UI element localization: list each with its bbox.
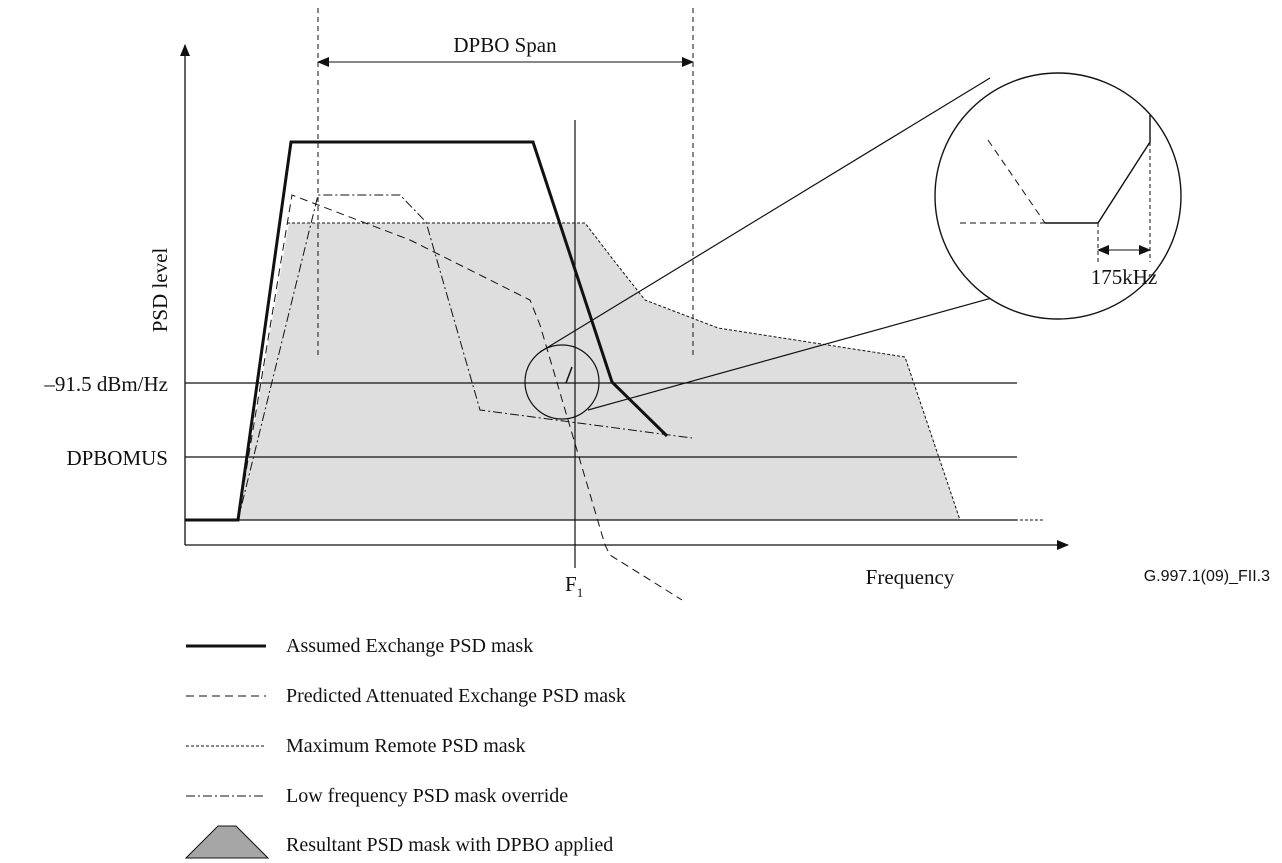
legend: Assumed Exchange PSD mask Predicted Atte… <box>184 635 626 859</box>
low-frequency-override-line <box>237 194 693 521</box>
predicted-attenuated-psd-mask-line <box>237 194 683 601</box>
level-label-dpbomus: DPBOMUS <box>66 446 168 470</box>
y-axis-label: PSD level <box>148 248 172 333</box>
maximum-remote-psd-mask-line <box>287 222 1045 521</box>
legend-label-maximum-remote: Maximum Remote PSD mask <box>286 735 525 757</box>
zoom-width-label: 175kHz <box>1091 265 1158 289</box>
legend-label-low-frequency: Low frequency PSD mask override <box>286 785 568 807</box>
span-label: DPBO Span <box>453 33 557 57</box>
assumed-exchange-psd-mask-line <box>185 140 669 522</box>
f1-label: F1 <box>565 572 583 600</box>
legend-label-predicted: Predicted Attenuated Exchange PSD mask <box>286 685 626 707</box>
zoom-source-slope <box>565 366 573 384</box>
level-label-upper: –91.5 dBm/Hz <box>43 372 168 396</box>
resultant-psd-mask-area <box>238 223 960 520</box>
legend-label-resultant: Resultant PSD mask with DPBO applied <box>286 834 613 856</box>
zoom-source-circle <box>524 344 600 420</box>
legend-label-assumed: Assumed Exchange PSD mask <box>286 635 533 657</box>
zoom-detail-mask-line <box>1045 115 1151 224</box>
zoom-detail-dashed-curve <box>987 139 1046 224</box>
x-axis-label: Frequency <box>866 565 955 589</box>
zoom-detail-circle <box>934 72 1182 320</box>
figure-id: G.997.1(09)_FII.3 <box>1144 568 1270 585</box>
legend-swatch-resultant <box>184 825 270 859</box>
zoom-connector-upper <box>539 77 991 353</box>
